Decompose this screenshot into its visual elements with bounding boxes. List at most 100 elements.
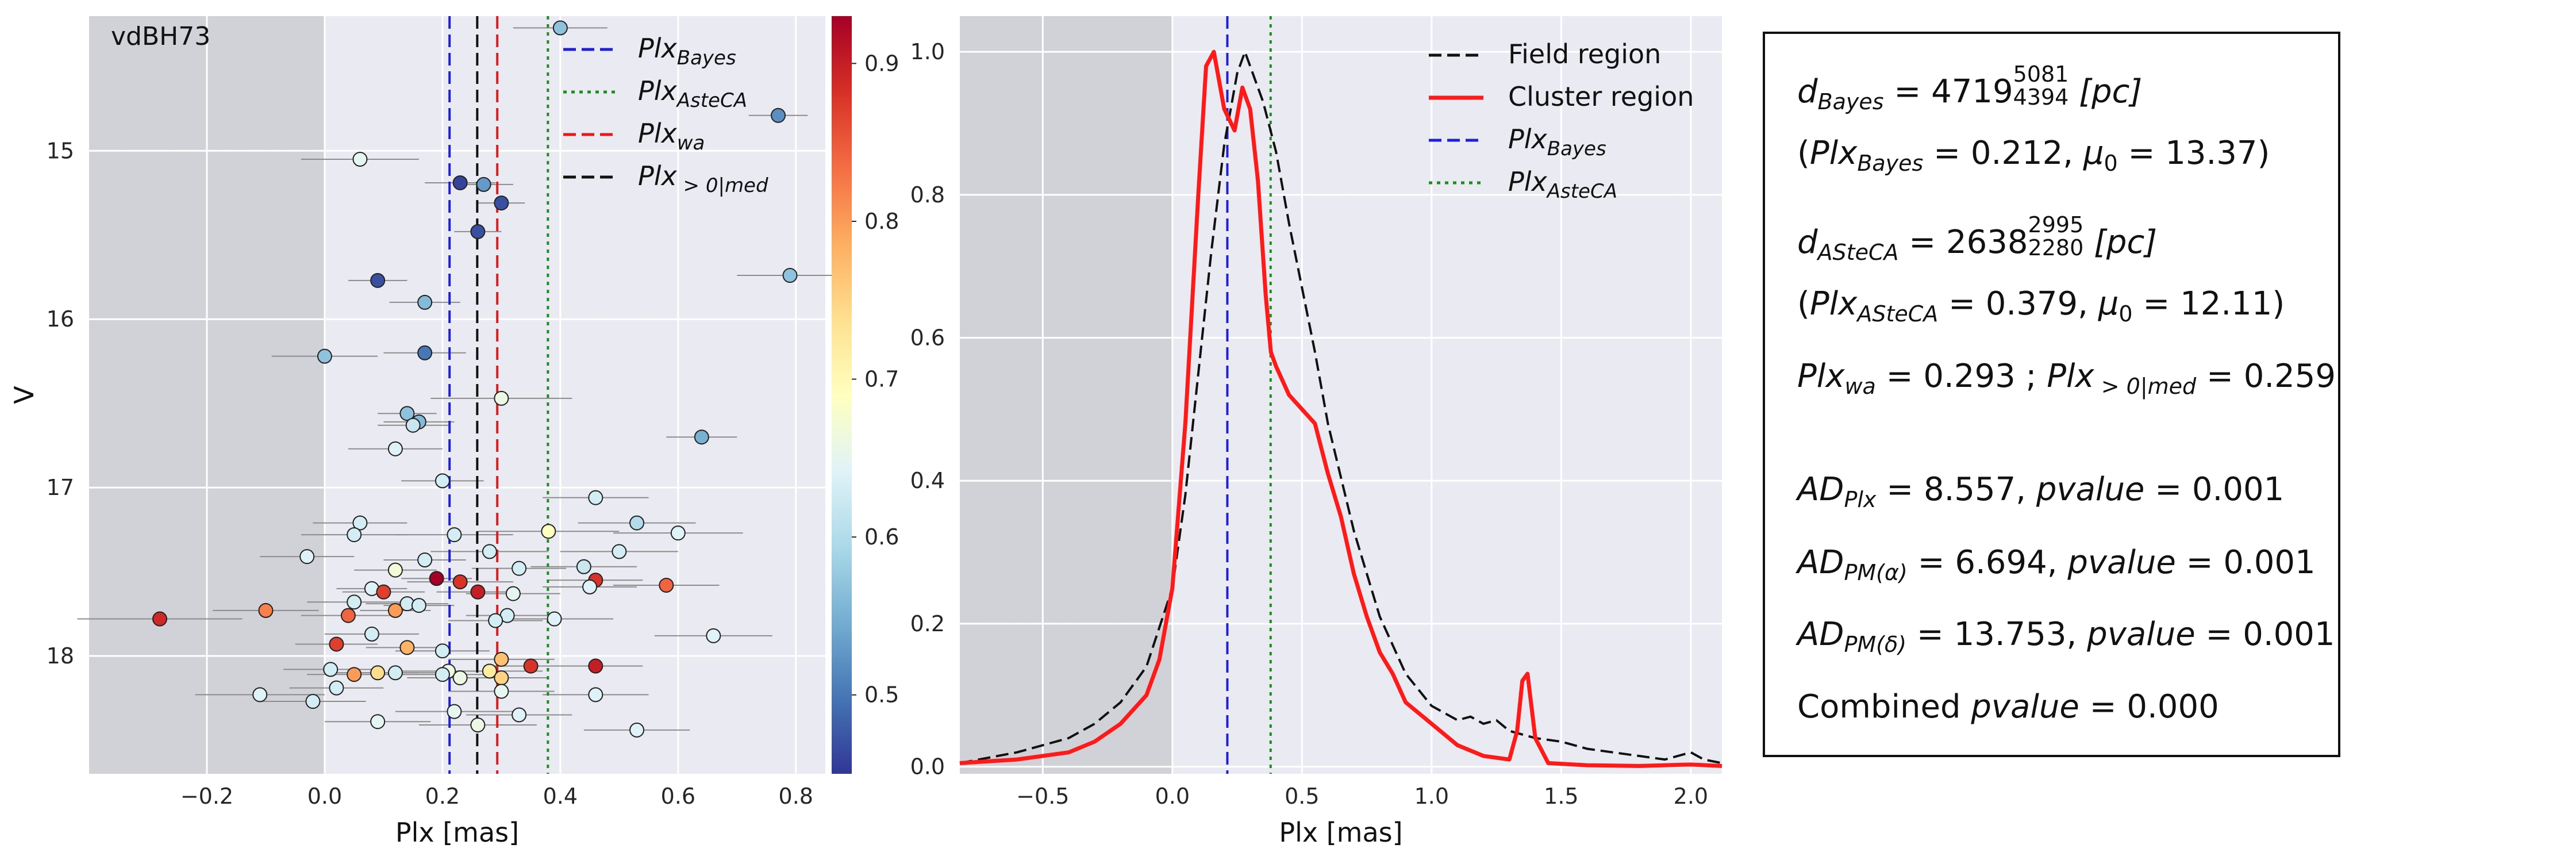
data-point	[612, 544, 627, 559]
plx-bayes-line: (PlxBayes = 0.212, μ0 = 13.37)	[1797, 135, 2270, 176]
data-point	[347, 667, 362, 682]
y-tick-label: 15	[47, 138, 74, 163]
x-tick-label: 1.5	[1544, 784, 1578, 809]
legend-label: PlxAsteCA	[1508, 166, 1617, 203]
y-tick-label: 1.0	[910, 39, 945, 64]
colorbar-tick-label: 0.8	[864, 209, 899, 234]
y-tick-label: 0.6	[910, 325, 945, 351]
data-point	[370, 714, 386, 730]
data-point	[588, 658, 603, 674]
colorbar-tick-label: 0.7	[864, 367, 899, 392]
data-point	[435, 667, 450, 682]
x-tick-label: −0.5	[1016, 784, 1069, 809]
data-point	[305, 694, 321, 709]
x-tick-label: 0.6	[661, 784, 695, 809]
y-tick-label: 0.2	[910, 611, 945, 636]
x-tick-label: −0.2	[180, 784, 233, 809]
data-point	[447, 704, 462, 719]
y-tick-label: 0.4	[910, 468, 945, 493]
data-point	[629, 722, 645, 738]
colorbar-tick-label: 0.6	[864, 524, 899, 550]
data-point	[417, 294, 433, 310]
data-point	[352, 151, 368, 167]
data-point	[370, 665, 386, 681]
distance-bayes: dBayes = 4719 5081 4394 [pc]	[1797, 62, 2143, 114]
data-point	[405, 417, 421, 433]
data-point	[370, 273, 386, 288]
data-point	[435, 473, 450, 489]
data-point	[588, 687, 603, 703]
data-point	[452, 574, 468, 590]
data-point	[347, 594, 362, 610]
x-tick-label: 0.8	[779, 784, 813, 809]
colorbar-tick-label: 0.5	[864, 682, 899, 708]
data-point	[252, 687, 268, 703]
x-tick-label: 0.2	[425, 784, 460, 809]
data-point	[470, 584, 486, 600]
data-point	[452, 670, 468, 686]
data-point	[706, 628, 721, 643]
data-point	[470, 717, 486, 733]
y-tick-label: 18	[47, 643, 74, 669]
legend-label: PlxBayes	[1508, 124, 1606, 160]
data-point	[364, 626, 379, 642]
data-point	[352, 515, 368, 531]
data-point	[576, 559, 591, 574]
data-point	[482, 544, 497, 559]
y-tick-label: 16	[47, 306, 74, 332]
data-point	[582, 579, 598, 594]
plx-asteca-line: (PlxASteCA = 0.379, μ0 = 12.11)	[1797, 285, 2285, 327]
data-point	[782, 268, 798, 283]
ad-pm-delta-line: ADPM(δ) = 13.753, pvalue = 0.001	[1797, 616, 2335, 657]
data-point	[494, 390, 509, 406]
ad-plx-line: ADPlx = 8.557, pvalue = 0.001	[1797, 471, 2285, 512]
plx-wa-med-line: Plxwa = 0.293 ; Plx > 0|med = 0.259	[1797, 358, 2336, 399]
data-point	[494, 651, 509, 667]
data-point	[494, 195, 509, 211]
data-point	[340, 608, 356, 623]
data-point	[347, 527, 362, 543]
data-point	[547, 611, 562, 627]
data-point	[317, 348, 332, 364]
x-axis-label: Plx [mas]	[1279, 817, 1402, 848]
data-point	[670, 525, 686, 541]
data-point	[541, 524, 556, 539]
data-point	[299, 549, 315, 565]
data-point	[429, 571, 444, 586]
legend-label: Plxwa	[638, 118, 705, 155]
x-tick-label: 0.0	[307, 784, 342, 809]
data-point	[323, 662, 339, 677]
data-point	[329, 680, 344, 696]
data-point	[435, 643, 450, 659]
data-point	[505, 586, 521, 601]
x-tick-label: 0.0	[1155, 784, 1190, 809]
data-point	[494, 684, 509, 699]
data-point	[387, 562, 403, 578]
scatter-panel: −0.2 0.0 0.2 0.4 0.6 0.8 15 16 17 18 vdBH73 PlxBaye…	[9, 16, 899, 848]
data-point	[694, 429, 709, 445]
colorbar-tick-label: 0.9	[864, 51, 899, 76]
data-point	[771, 108, 786, 123]
data-point	[329, 636, 344, 652]
data-point	[387, 602, 403, 618]
data-point	[411, 598, 426, 613]
cluster-name-label: vdBH73	[111, 22, 210, 51]
y-tick-label: 0.8	[910, 182, 945, 208]
data-point	[258, 602, 274, 618]
y-tick-label: 0.0	[910, 754, 945, 780]
data-point	[488, 613, 503, 628]
data-point	[476, 176, 491, 192]
series-line-cluster-region	[959, 49, 1723, 768]
colorbar	[832, 16, 852, 774]
ad-pm-alpha-line: ADPM(α) = 6.694, pvalue = 0.001	[1797, 544, 2316, 585]
legend-label: PlxAsteCA	[638, 75, 747, 112]
data-point	[659, 577, 674, 593]
density-panel: −0.5 0.0 0.5 1.0 1.5 2.0 0.0 0.2 0.4 0.6 0.8 1.0 Fie…	[910, 16, 1723, 848]
info-panel: dBayes = 4719 5081 4394 [pc] (PlxBayes = 0…	[1763, 32, 2340, 757]
data-point	[399, 640, 415, 655]
data-point	[452, 175, 468, 190]
combined-pvalue-line: Combined pvalue = 0.000	[1797, 688, 2219, 726]
legend-label: Field region	[1508, 39, 1661, 70]
legend-label: PlxBayes	[638, 33, 736, 70]
